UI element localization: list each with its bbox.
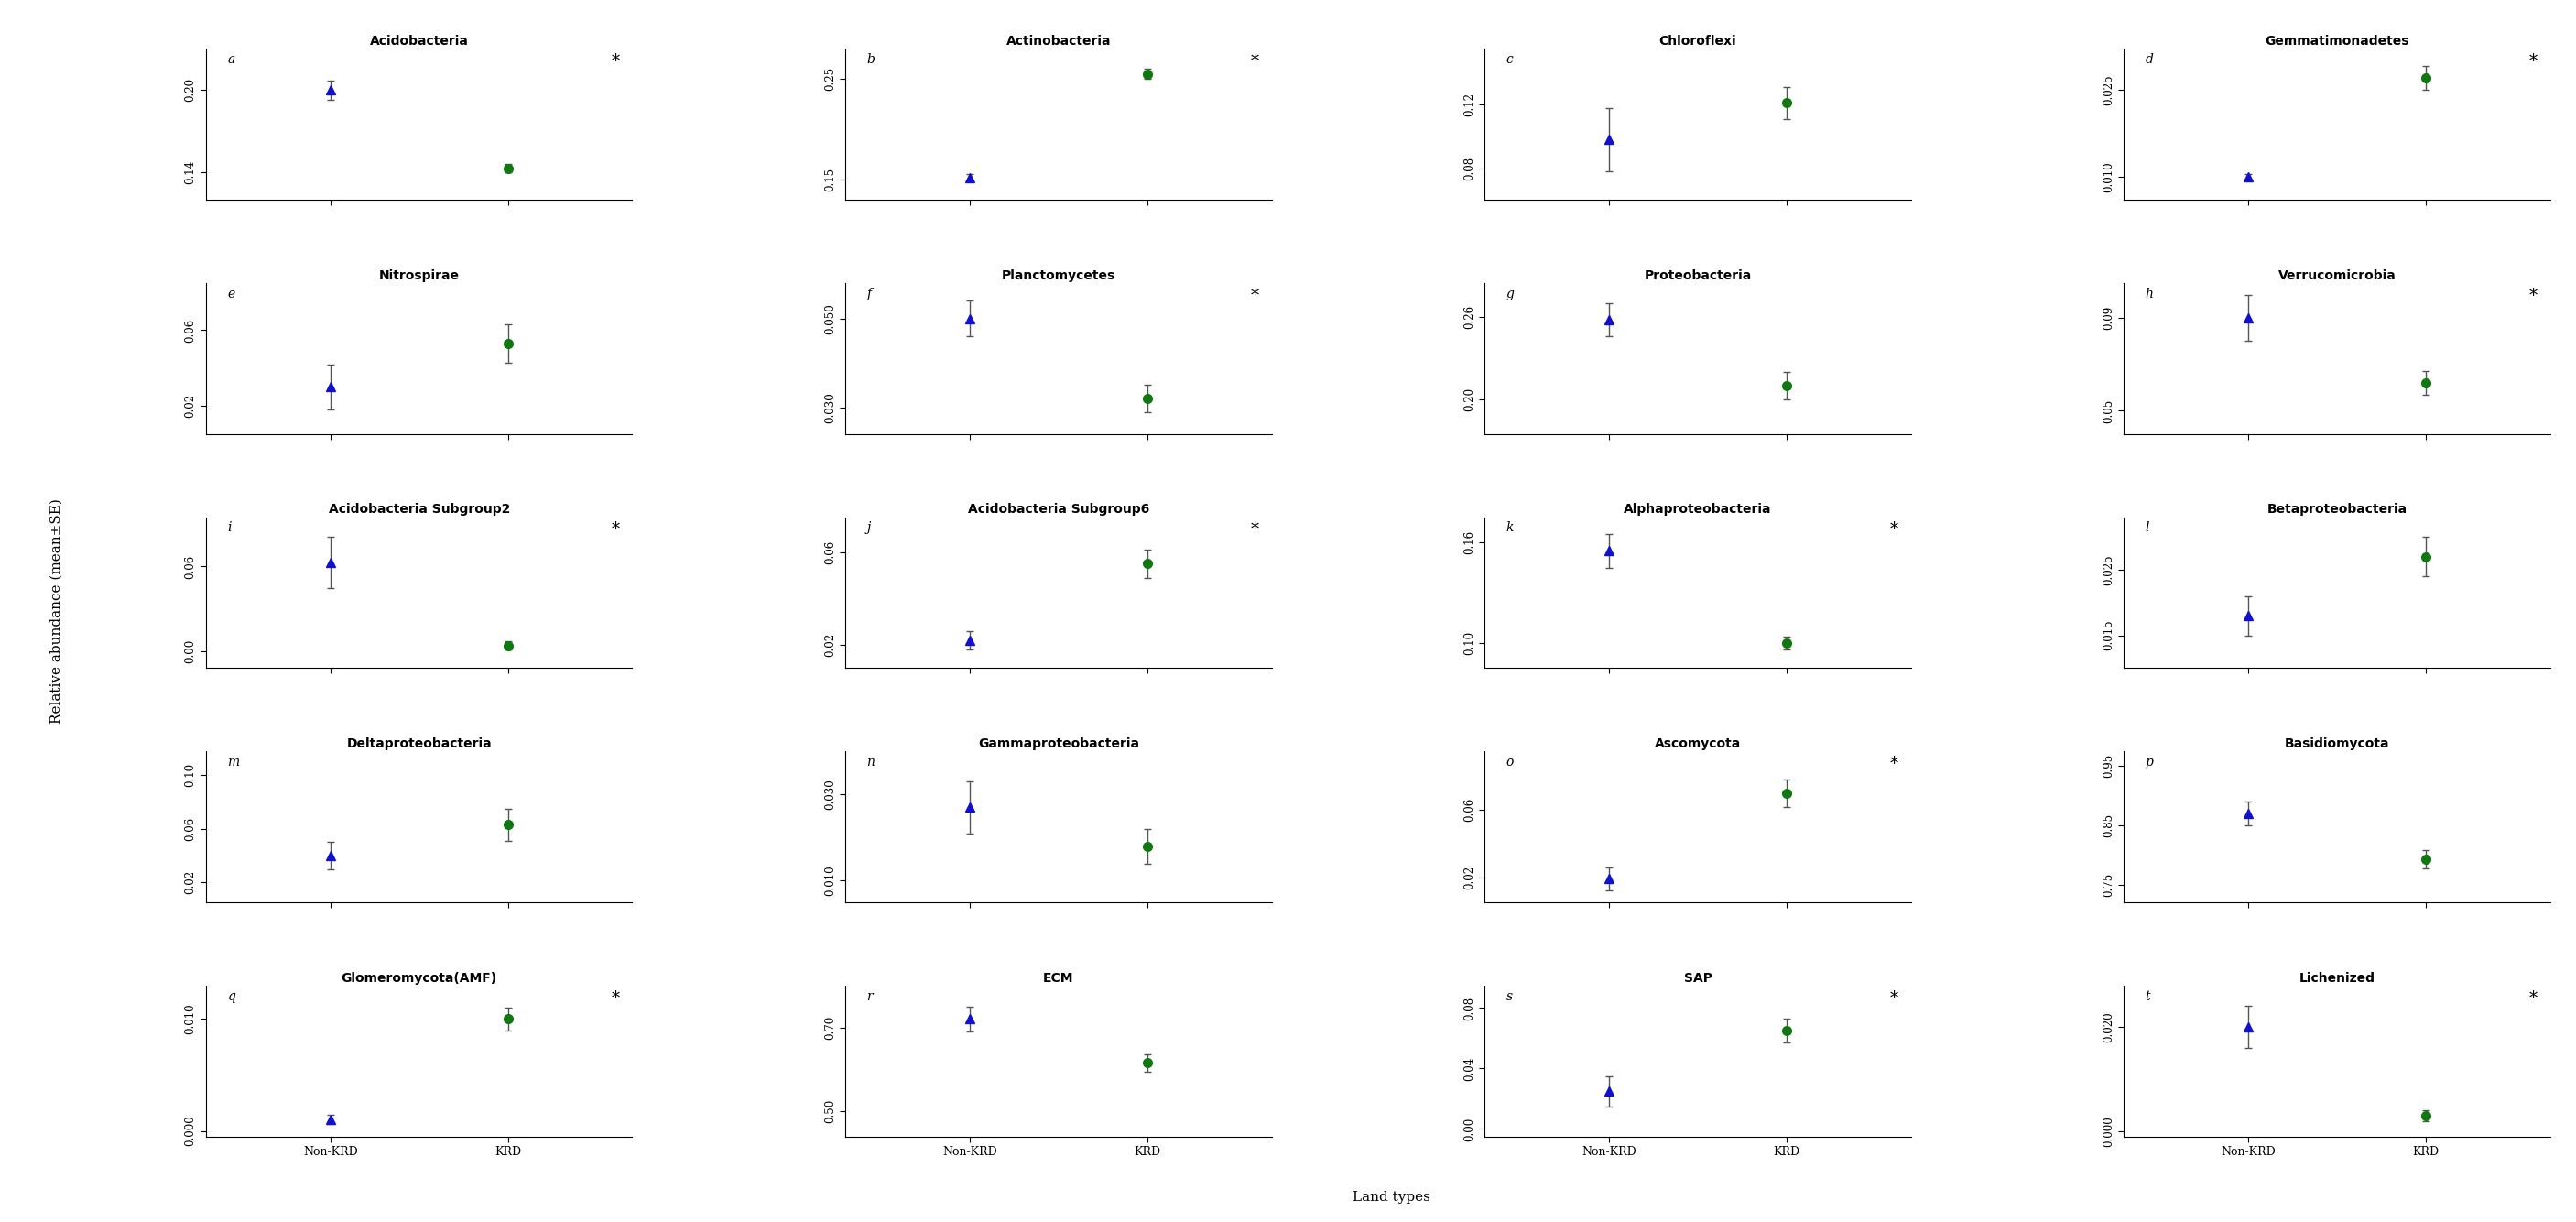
Title: Glomeromycota(AMF): Glomeromycota(AMF) — [340, 971, 497, 985]
Text: t: t — [2146, 990, 2151, 1003]
Title: Alphaproteobacteria: Alphaproteobacteria — [1623, 503, 1772, 516]
Text: j: j — [866, 522, 871, 534]
Text: f: f — [866, 287, 871, 301]
Text: *: * — [611, 990, 618, 1007]
Text: m: m — [227, 755, 240, 769]
Text: *: * — [1249, 287, 1260, 304]
Text: *: * — [1891, 522, 1899, 538]
Text: *: * — [1249, 522, 1260, 538]
Text: d: d — [2146, 54, 2154, 66]
Text: *: * — [2530, 54, 2537, 70]
Text: g: g — [1507, 287, 1515, 301]
Title: Basidiomycota: Basidiomycota — [2285, 737, 2391, 750]
Title: Planctomycetes: Planctomycetes — [1002, 269, 1115, 282]
Title: Betaproteobacteria: Betaproteobacteria — [2267, 503, 2406, 516]
Title: Acidobacteria: Acidobacteria — [371, 35, 469, 48]
Text: q: q — [227, 990, 234, 1003]
Text: *: * — [2530, 990, 2537, 1007]
Text: l: l — [2146, 522, 2148, 534]
Text: *: * — [1891, 990, 1899, 1007]
Title: Nitrospirae: Nitrospirae — [379, 269, 459, 282]
Text: Relative abundance (mean±SE): Relative abundance (mean±SE) — [52, 499, 62, 723]
Text: r: r — [866, 990, 873, 1003]
Text: o: o — [1507, 755, 1515, 769]
Title: Gammaproteobacteria: Gammaproteobacteria — [979, 737, 1139, 750]
Title: SAP: SAP — [1685, 971, 1713, 985]
Title: Chloroflexi: Chloroflexi — [1659, 35, 1736, 48]
Text: e: e — [227, 287, 234, 301]
Text: h: h — [2146, 287, 2154, 301]
Title: Acidobacteria Subgroup6: Acidobacteria Subgroup6 — [969, 503, 1149, 516]
Title: Deltaproteobacteria: Deltaproteobacteria — [348, 737, 492, 750]
Title: Proteobacteria: Proteobacteria — [1643, 269, 1752, 282]
Text: Land types: Land types — [1352, 1191, 1430, 1204]
Title: Lichenized: Lichenized — [2300, 971, 2375, 985]
Title: Acidobacteria Subgroup2: Acidobacteria Subgroup2 — [327, 503, 510, 516]
Text: i: i — [227, 522, 232, 534]
Text: b: b — [866, 54, 876, 66]
Text: *: * — [1891, 755, 1899, 772]
Title: Ascomycota: Ascomycota — [1654, 737, 1741, 750]
Text: s: s — [1507, 990, 1512, 1003]
Title: ECM: ECM — [1043, 971, 1074, 985]
Text: c: c — [1507, 54, 1512, 66]
Text: *: * — [611, 54, 618, 70]
Text: *: * — [2530, 287, 2537, 304]
Title: Verrucomicrobia: Verrucomicrobia — [2277, 269, 2396, 282]
Title: Gemmatimonadetes: Gemmatimonadetes — [2264, 35, 2409, 48]
Text: p: p — [2146, 755, 2154, 769]
Text: *: * — [611, 522, 618, 538]
Title: Actinobacteria: Actinobacteria — [1007, 35, 1110, 48]
Text: k: k — [1507, 522, 1515, 534]
Text: a: a — [227, 54, 234, 66]
Text: n: n — [866, 755, 876, 769]
Text: *: * — [1249, 54, 1260, 70]
